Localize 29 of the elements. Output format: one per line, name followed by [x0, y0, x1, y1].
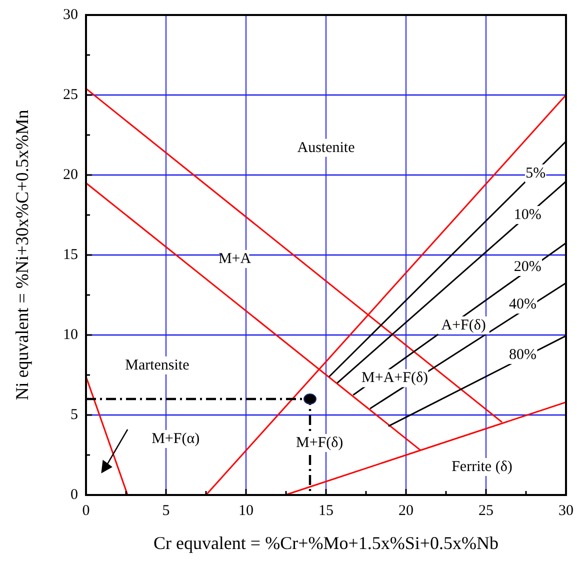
- annotation: Austenite: [297, 140, 356, 156]
- annotation: M+F(δ): [296, 435, 344, 451]
- annotation: M+F(α): [152, 431, 200, 447]
- y-tick-label: 20: [63, 167, 78, 183]
- y-tick-label: 10: [63, 327, 78, 343]
- y-tick-label: 0: [70, 487, 78, 503]
- annotation: A+F(δ): [441, 317, 486, 334]
- y-tick-label: 30: [63, 7, 78, 23]
- annotation: 10%: [514, 207, 542, 223]
- x-tick-label: 10: [238, 503, 254, 519]
- annotation: 80%: [509, 347, 537, 363]
- x-tick-label: 5: [162, 503, 170, 519]
- x-tick-label: 25: [478, 503, 494, 519]
- y-axis-title: Ni equvalent = %Ni+30x%C+0.5x%Mn: [12, 110, 32, 400]
- annotation: M+A+F(δ): [362, 370, 428, 386]
- x-tick-label: 30: [558, 503, 574, 519]
- annotation: 40%: [509, 296, 537, 313]
- y-tick-label: 25: [63, 87, 78, 103]
- annotation: 20%: [514, 259, 542, 275]
- x-tick-label: 15: [318, 503, 334, 519]
- annotation: Martensite: [125, 357, 190, 374]
- x-tick-label: 0: [82, 503, 90, 519]
- annotation: Ferrite (δ): [452, 459, 512, 475]
- x-axis-title: Cr equvalent = %Cr+%Mo+1.5x%Si+0.5x%Nb: [153, 533, 499, 553]
- annotation: 5%: [526, 165, 546, 182]
- annotation: M+A: [218, 251, 252, 267]
- y-tick-label: 15: [63, 247, 78, 263]
- x-tick-label: 20: [398, 503, 414, 519]
- y-tick-label: 5: [70, 407, 78, 423]
